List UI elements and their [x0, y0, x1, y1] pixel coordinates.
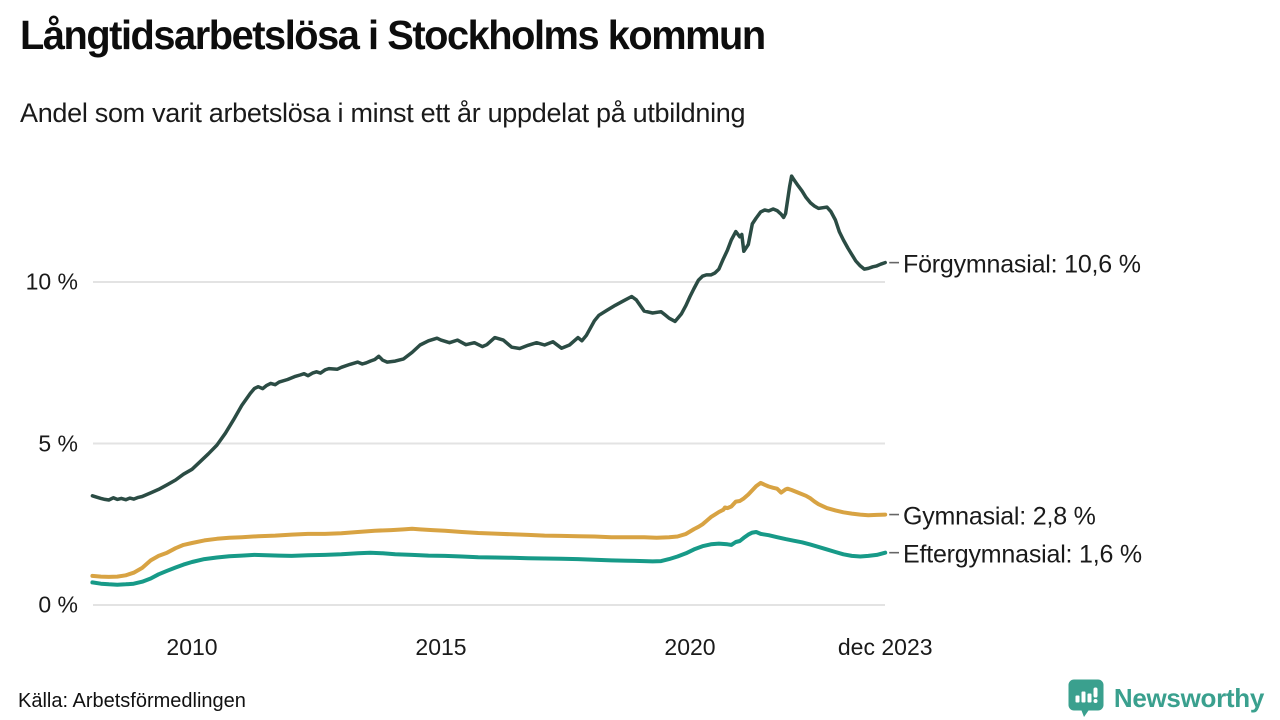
y-tick-label: 5 % — [38, 430, 78, 456]
x-tick-label: 2015 — [415, 634, 467, 660]
x-tick-label: dec 2023 — [837, 634, 933, 660]
page-title: Långtidsarbetslösa i Stockholms kommun — [20, 12, 766, 58]
chart-subtitle: Andel som varit arbetslösa i minst ett å… — [20, 98, 746, 128]
x-tick-label: 2020 — [664, 634, 716, 660]
source-note: Källa: Arbetsförmedlingen — [18, 690, 246, 712]
y-tick-label: 10 % — [25, 268, 78, 295]
forgymnasial-label: Förgymnasial: 10,6 % — [903, 250, 1141, 279]
newsworthy-wordmark: Newsworthy — [1113, 682, 1264, 713]
gymnasial-line — [90, 480, 888, 579]
eftergymnasial-label: Eftergymnasial: 1,6 % — [903, 540, 1142, 569]
newsworthy-bubble-chart-icon — [1068, 679, 1104, 717]
newsworthy-logo: Newsworthy — [1067, 678, 1264, 718]
forgymnasial-line — [90, 174, 887, 502]
eftergymnasial-line — [90, 530, 888, 587]
x-tick-label: 2010 — [166, 634, 218, 660]
gymnasial-label: Gymnasial: 2,8 % — [903, 502, 1096, 531]
y-tick-label: 0 % — [38, 591, 78, 618]
